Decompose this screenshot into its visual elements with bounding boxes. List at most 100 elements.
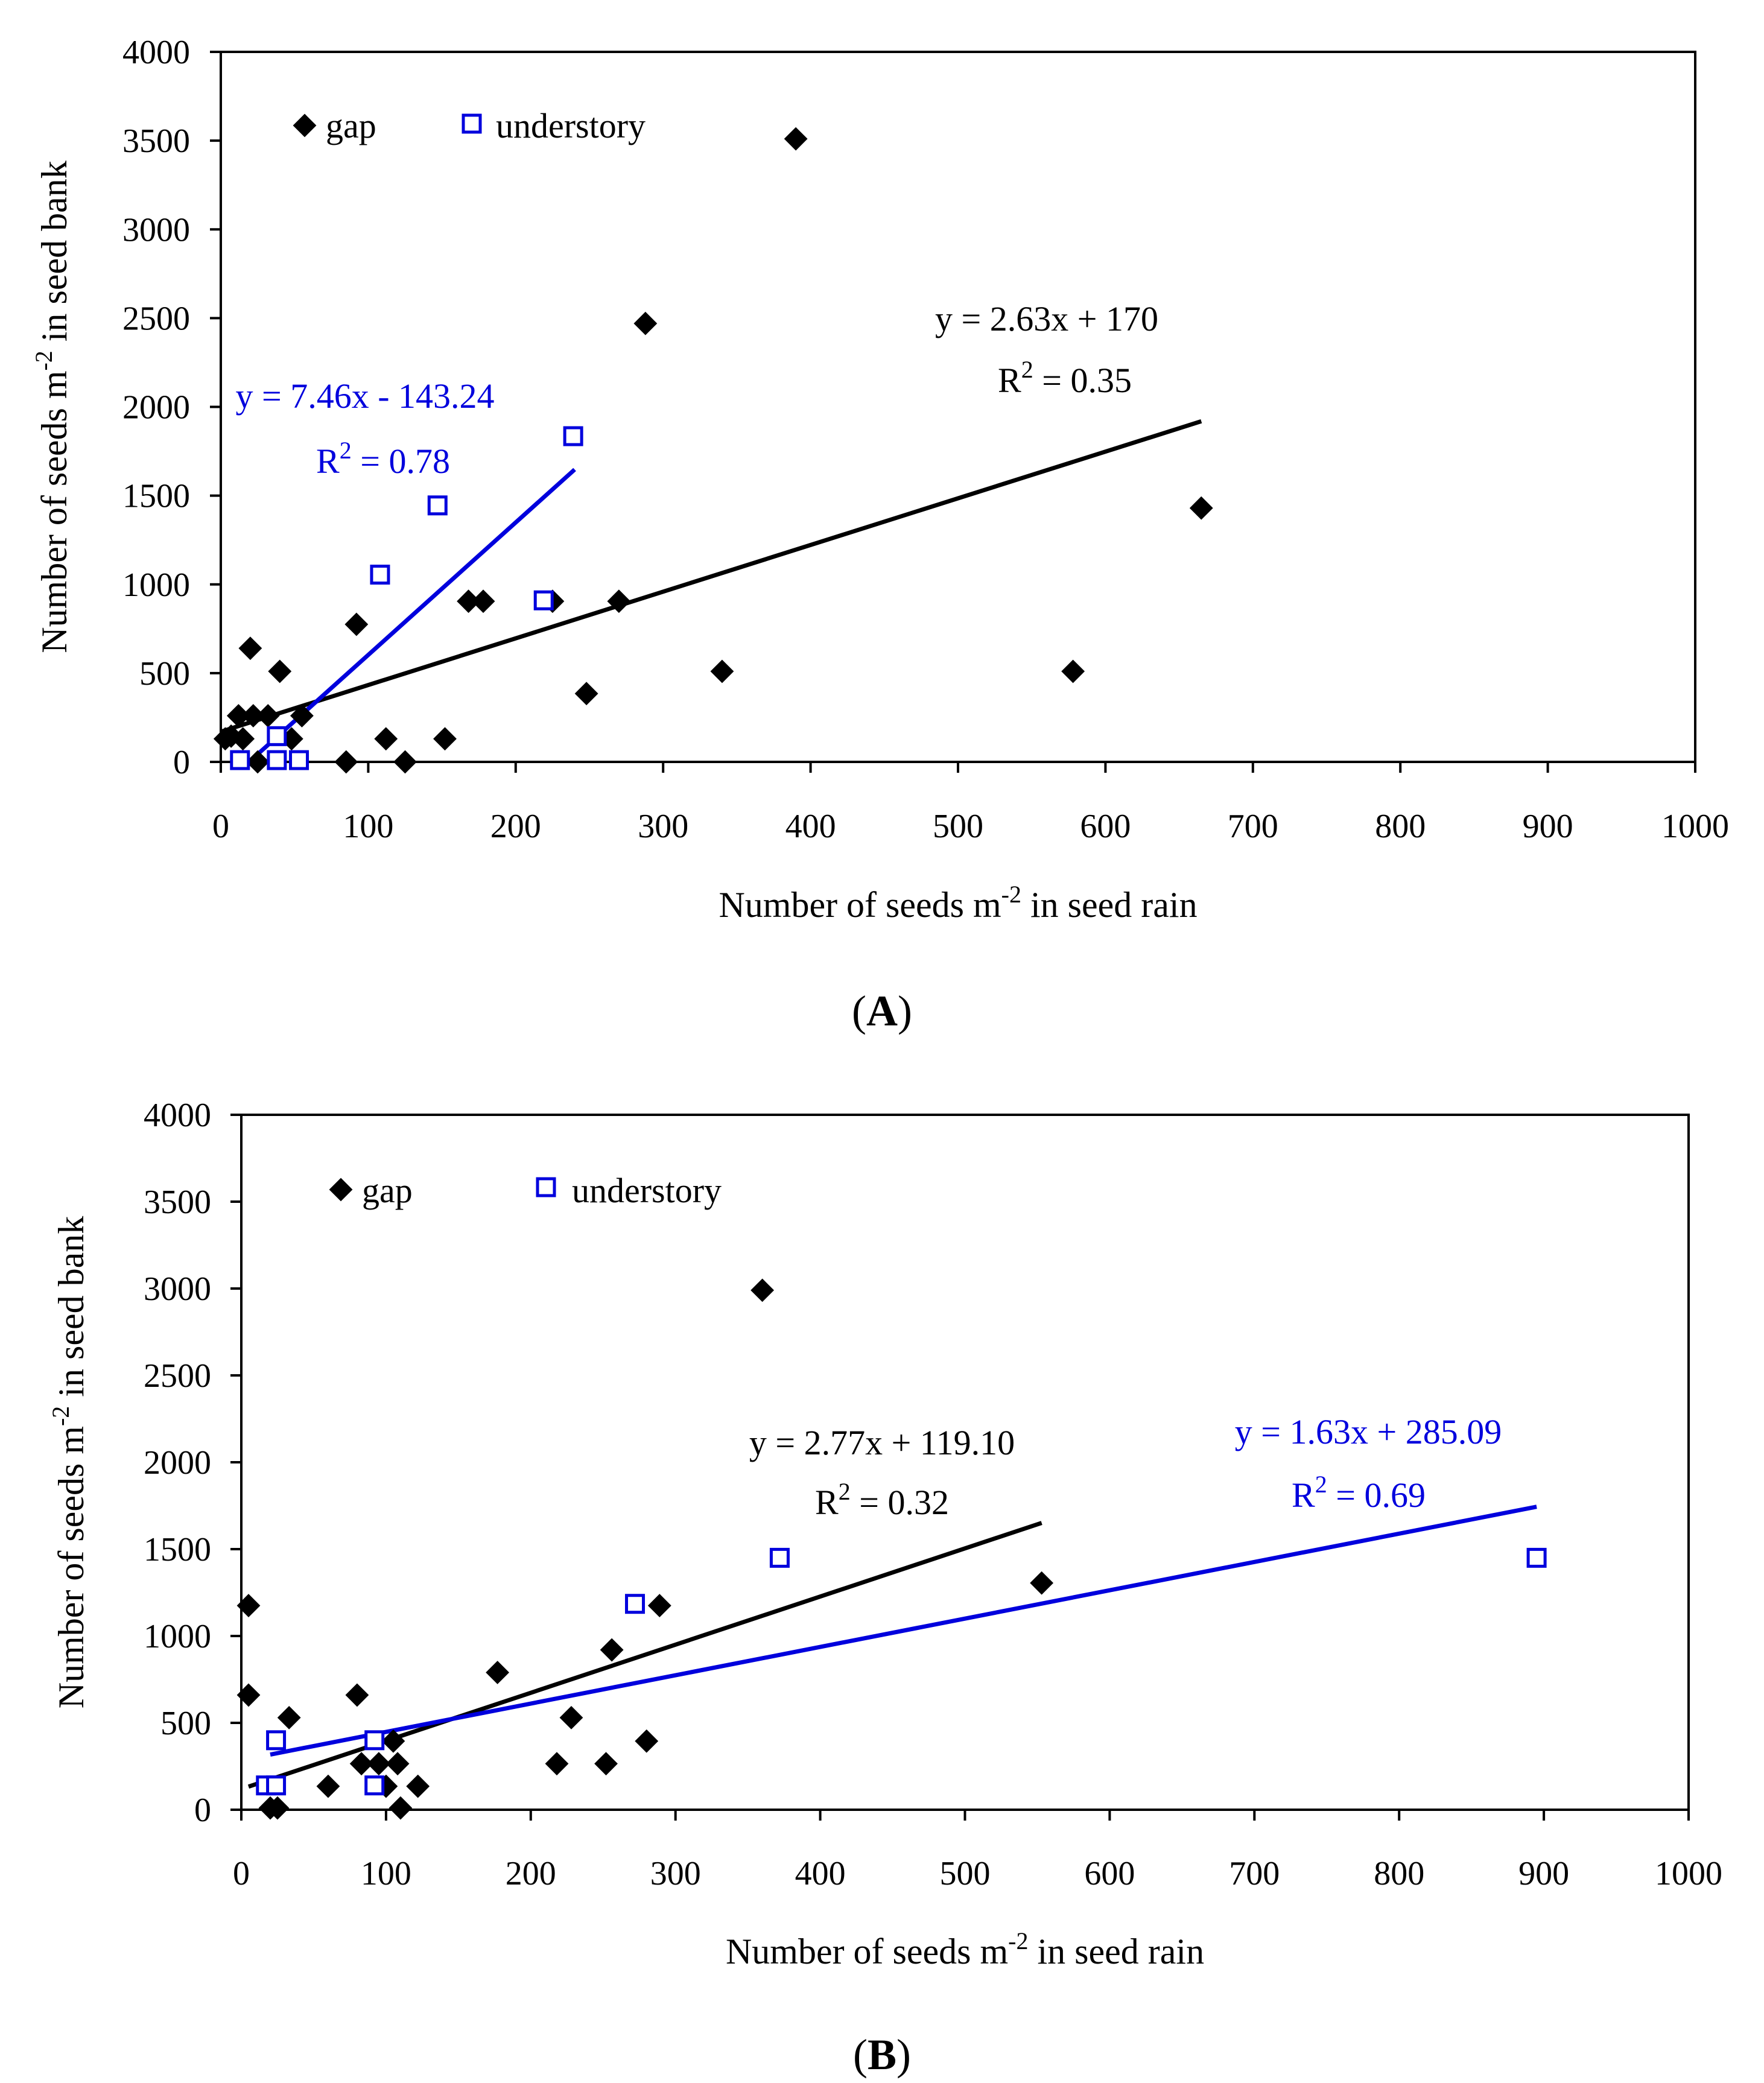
panel-b-gap-point (236, 1683, 261, 1707)
panel-a-legend-understory-icon (462, 113, 482, 134)
panel-a-legend-gap-label: gap (326, 106, 376, 145)
panel-b-gap-point (385, 1752, 410, 1776)
panel-a-gap-point (334, 750, 358, 774)
panel-b-x-tick-label: 300 (650, 1855, 701, 1892)
panel-a-gap-point (268, 659, 292, 683)
panel-b-understory-point (266, 1730, 287, 1751)
panel-a-x-tick-label: 900 (1523, 808, 1573, 845)
panel-b-understory-r-squared-value: = 0.69 (1327, 1476, 1426, 1515)
panel-a-understory-r-squared-value: = 0.78 (352, 442, 450, 481)
panel-b-understory-r-squared-sup: 2 (1315, 1471, 1327, 1498)
panel-a-gap-point (344, 612, 369, 636)
panel-a-y-tick-label: 3000 (122, 211, 190, 249)
panel-a-gap-equation: y = 2.63x + 170 (935, 299, 1158, 338)
panel-b-gap-point (316, 1774, 340, 1798)
panel-a-gap-point (710, 659, 734, 683)
panel-b-gap-r-squared: R2 = 0.32 (815, 1478, 949, 1522)
panel-a-y-tick-label: 2500 (122, 300, 190, 337)
panel-b-gap-r-squared-sup: 2 (839, 1478, 851, 1505)
panel-b-x-axis-title: Number of seeds m-2 in seed rain (726, 1927, 1204, 1971)
panel-b-x-tick-label: 800 (1374, 1855, 1424, 1892)
panel-a-x-tick-label: 800 (1375, 808, 1426, 845)
panel-a-label: (A) (852, 987, 912, 1035)
panel-a-gap-point (374, 727, 398, 751)
panel-a-understory-equation: y = 7.46x - 143.24 (235, 376, 494, 416)
panel-b-legend-gap-icon (329, 1178, 353, 1202)
panel-a-understory-point (427, 495, 448, 516)
panel-b-gap-point (236, 1594, 261, 1618)
panel-a-understory-point (267, 726, 287, 746)
panel-a-gap-r-squared-sup: 2 (1021, 356, 1033, 383)
panel-b-gap-point (265, 1796, 290, 1820)
panel-b-x-tick-label: 0 (233, 1855, 250, 1892)
panel-a-understory-r-squared-label: R (316, 442, 340, 481)
panel-b-y-tick-label: 3500 (144, 1184, 211, 1221)
panel-b-label-letter: B (868, 2031, 896, 2079)
panel-a-y-axis-title-tail: in seed bank (34, 160, 74, 350)
panel-a-y-axis-title-main: Number of seeds m (34, 371, 74, 653)
panel-a-x-axis-title-main: Number of seeds m (719, 885, 1001, 925)
panel-b-gap-point (559, 1705, 583, 1729)
panel-b-label-close-paren: ) (896, 2031, 911, 2079)
panel-a-x-axis-title-tail: in seed rain (1021, 885, 1198, 925)
panel-b-x-tick-label: 100 (361, 1855, 411, 1892)
panel-a-understory-point (563, 426, 583, 446)
panel-b: 0 100 200 300 400 500 600 700 800 900 1000 0 500 1000… (47, 1097, 1722, 2079)
panel-b-y-tick-label: 2000 (144, 1444, 211, 1482)
panel-a-x-tick-label: 200 (490, 808, 541, 845)
panel-b-x-axis-title-tail: in seed rain (1029, 1932, 1205, 1971)
panel-b-y-tick-label: 4000 (144, 1097, 211, 1134)
panel-a-understory-point (267, 750, 287, 770)
panel-b-understory-r-squared-label: R (1292, 1476, 1315, 1515)
panel-a-gap-point (238, 636, 262, 661)
panel-b-gap-r-squared-label: R (815, 1483, 839, 1522)
panel-a-understory-r-squared: R2 = 0.78 (316, 437, 450, 481)
panel-a-gap-point (1061, 659, 1085, 683)
panel-a-y-tick-label: 1000 (122, 566, 190, 604)
panel-b-y-tick-label: 1500 (144, 1531, 211, 1568)
panel-b-gap-equation: y = 2.77x + 119.10 (749, 1423, 1015, 1462)
panel-b-legend-understory-icon (536, 1177, 556, 1197)
panel-b-y-tick-label: 3000 (144, 1270, 211, 1308)
panel-b-gap-point (389, 1796, 413, 1820)
panel-b-gap-point (545, 1752, 569, 1776)
panel-a-gap-point (393, 750, 417, 774)
panel-b-gap-point (406, 1774, 430, 1798)
panel-a-understory-r-squared-sup: 2 (340, 437, 352, 464)
panel-b-y-axis-title-main: Number of seeds m (51, 1426, 91, 1708)
panel-a-gap-point (471, 589, 495, 613)
panel-b-gap-point (647, 1594, 671, 1618)
panel-b-x-tick-label: 700 (1229, 1855, 1280, 1892)
panel-b-y-axis-title-tail: in seed bank (51, 1216, 91, 1406)
panel-b-label-open-paren: ( (853, 2031, 868, 2079)
panel-a-understory-point (289, 750, 309, 770)
panel-a-x-axis-title: Number of seeds m-2 in seed rain (719, 881, 1197, 925)
panel-b-y-tick-label: 1000 (144, 1618, 211, 1655)
panel-a-y-tick-label: 1500 (122, 478, 190, 515)
panel-b-y-axis-title-sup: -2 (47, 1406, 74, 1426)
panel-a-gap-r-squared-label: R (998, 361, 1021, 400)
panel-b-understory-point (769, 1547, 790, 1568)
panel-a-legend-understory-label: understory (496, 106, 646, 145)
panel-b-gap-point (635, 1729, 659, 1753)
panel-b-label: (B) (853, 2031, 911, 2079)
panel-a-gap-point (784, 127, 808, 151)
panel-a: 0 100 200 300 400 500 600 700 800 900 1000 0 500 1000… (30, 34, 1729, 1035)
panel-b-gap-point (349, 1752, 373, 1776)
panel-a-x-tick-label: 400 (785, 808, 836, 845)
panel-a-x-tick-label: 500 (933, 808, 983, 845)
panel-a-gap-point (1189, 496, 1213, 520)
panel-a-understory-point (533, 590, 554, 610)
panel-b-understory-point (364, 1730, 385, 1751)
panel-b-gap-point (345, 1683, 369, 1707)
panel-b-gap-r-squared-value: = 0.32 (851, 1483, 949, 1522)
panel-b-x-tick-label: 900 (1518, 1855, 1569, 1892)
panel-b-understory-point (364, 1775, 385, 1796)
panel-a-gap-point (433, 727, 457, 751)
panel-a-x-tick-label: 0 (212, 808, 229, 845)
panel-b-understory-trendline (270, 1504, 1537, 1757)
panel-a-gap-point (607, 589, 631, 613)
panel-a-x-tick-label: 300 (638, 808, 688, 845)
panel-a-x-tick-label: 1000 (1661, 808, 1729, 845)
